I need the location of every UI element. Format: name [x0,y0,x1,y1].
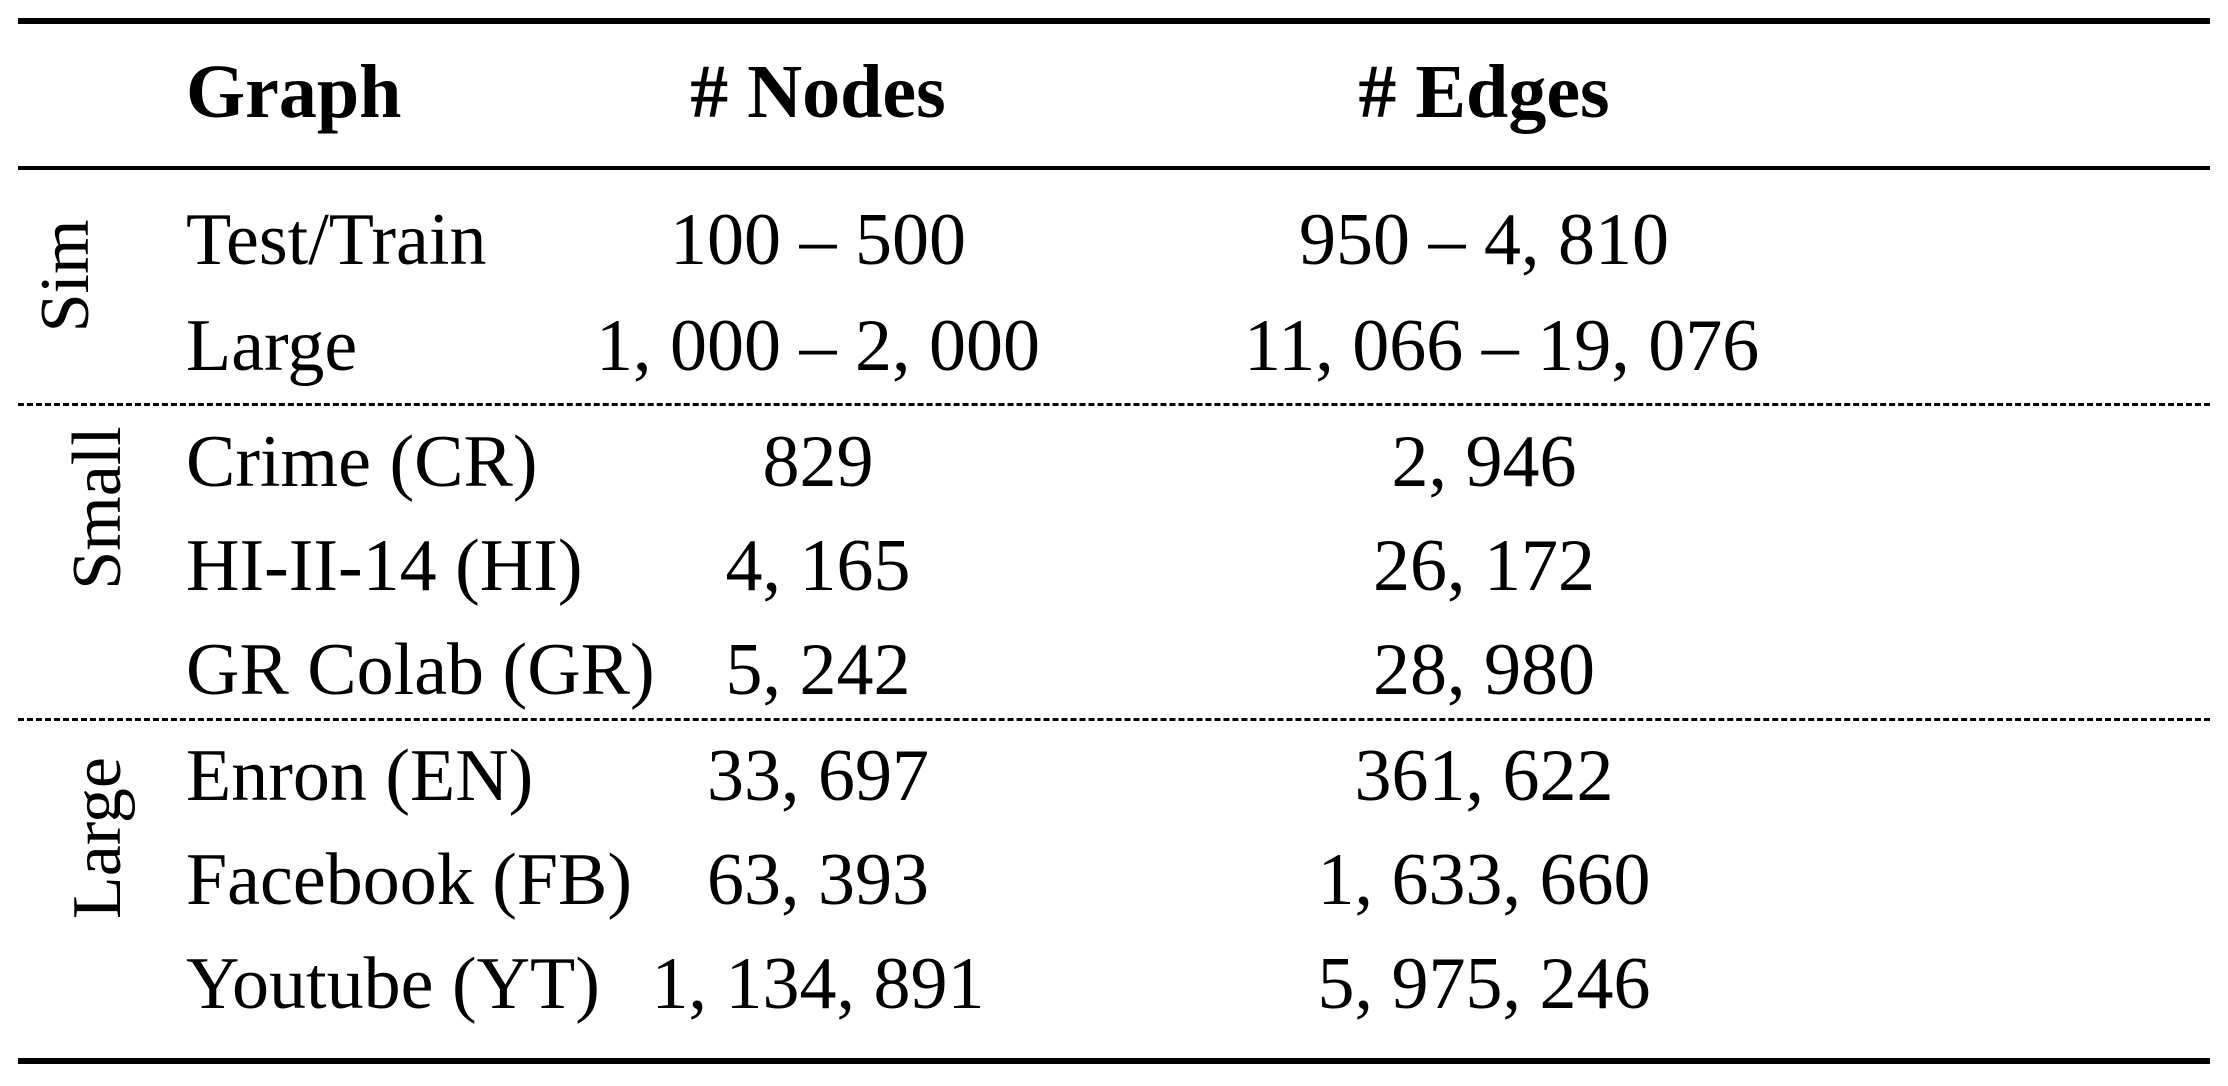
table-row: Crime (CR) 829 2, 946 [18,410,2210,514]
bottom-rule [18,1058,2210,1064]
table-row: Enron (EN) 33, 697 361, 622 [18,724,2210,828]
cell-graph: HI-II-14 (HI) [186,525,583,607]
table-row: Test/Train 100 – 500 950 – 4, 810 [18,188,2210,292]
cell-graph: Crime (CR) [186,421,538,503]
cell-edges: 5, 975, 246 [1317,943,1651,1025]
table-row: Facebook (FB) 63, 393 1, 633, 660 [18,828,2210,932]
header-rule [18,166,2210,170]
cell-nodes: 829 [762,421,874,503]
cell-nodes: 1, 000 – 2, 000 [596,305,1040,387]
group-divider [18,403,2210,406]
cell-edges: 26, 172 [1373,525,1595,607]
group-divider [18,718,2210,721]
cell-graph: Large [186,305,358,387]
cell-nodes: 5, 242 [725,629,911,711]
table-row: HI-II-14 (HI) 4, 165 26, 172 [18,514,2210,618]
cell-nodes: 1, 134, 891 [651,943,985,1025]
table-row: Large 1, 000 – 2, 000 11, 066 – 19, 076 [18,294,2210,398]
cell-graph: Youtube (YT) [186,943,600,1025]
cell-edges: 28, 980 [1373,629,1595,711]
cell-edges: 2, 946 [1391,421,1577,503]
table-row: Youtube (YT) 1, 134, 891 5, 975, 246 [18,932,2210,1036]
cell-edges: 11, 066 – 19, 076 [1244,305,1760,387]
cell-edges: 1, 633, 660 [1317,839,1651,921]
graph-statistics-table: Graph # Nodes # Edges Sim Small Large Te… [18,18,2210,1064]
cell-nodes: 100 – 500 [670,199,966,281]
cell-nodes: 4, 165 [725,525,911,607]
cell-graph: Enron (EN) [186,735,534,817]
cell-edges: 950 – 4, 810 [1299,199,1669,281]
header-graph: Graph [186,50,402,134]
header-edges: # Edges [1358,50,1610,134]
cell-graph: Facebook (FB) [186,839,632,921]
cell-graph: Test/Train [186,199,487,281]
cell-nodes: 33, 697 [707,735,929,817]
header-nodes: # Nodes [690,50,946,134]
cell-nodes: 63, 393 [707,839,929,921]
table-row: GR Colab (GR) 5, 242 28, 980 [18,618,2210,722]
top-rule [18,18,2210,24]
cell-graph: GR Colab (GR) [186,629,655,711]
cell-edges: 361, 622 [1354,735,1614,817]
